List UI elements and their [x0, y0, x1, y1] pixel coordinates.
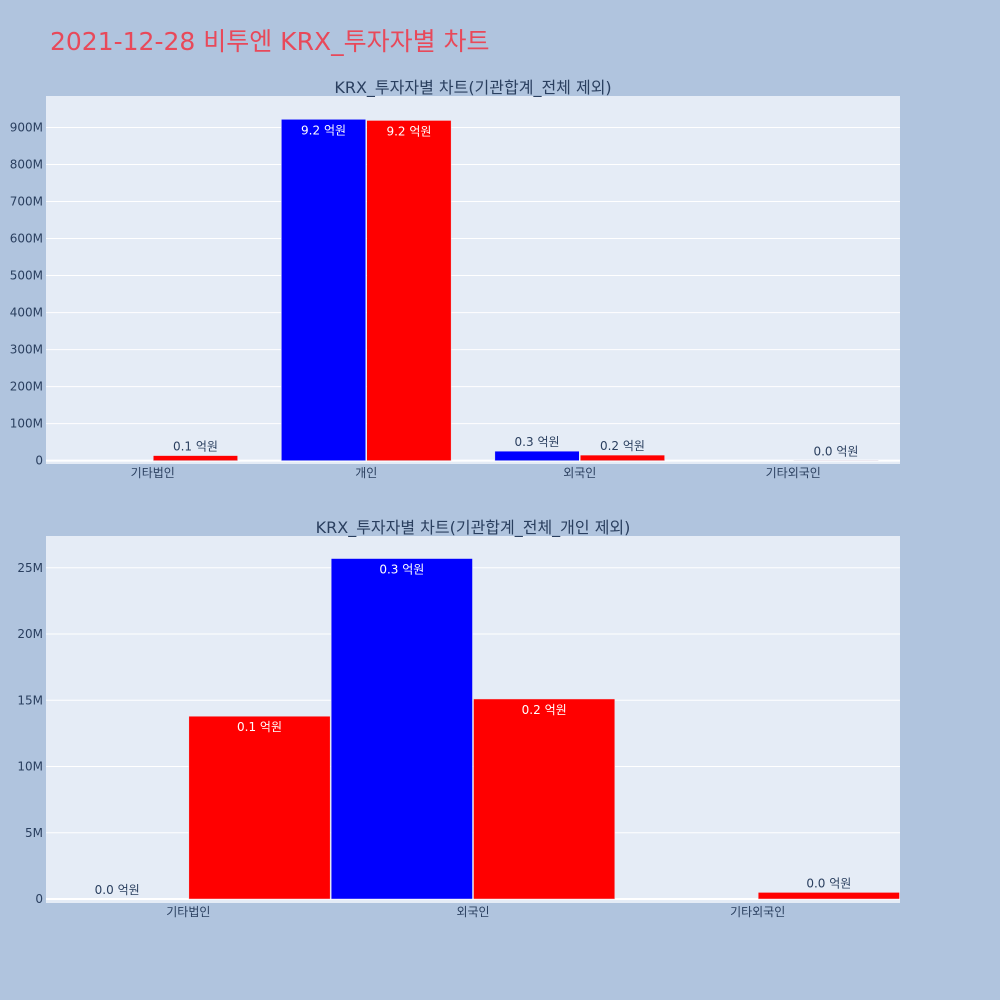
data-label: 0.3 억원: [515, 435, 560, 449]
y-tick-label: 800M: [10, 157, 43, 171]
data-label: 0.0 억원: [95, 883, 140, 897]
plot-area: [46, 536, 900, 903]
data-label: 0.1 억원: [237, 720, 282, 734]
bar: [281, 119, 367, 461]
data-label: 0.3 억원: [379, 563, 424, 577]
data-label: 9.2 억원: [386, 124, 431, 138]
y-tick-label: 500M: [10, 269, 43, 283]
chart-title: KRX_투자자별 차트(기관합계_전체 제외): [334, 78, 611, 98]
data-label: 9.2 억원: [301, 123, 346, 137]
x-tick-label: 개인: [355, 466, 377, 480]
x-tick-label: 외국인: [456, 905, 489, 919]
y-tick-label: 400M: [10, 306, 43, 320]
y-tick-label: 900M: [10, 120, 43, 134]
data-label: 0.0 억원: [806, 876, 851, 890]
page-title: 2021-12-28 비투엔 KRX_투자자별 차트: [50, 27, 490, 56]
data-label: 0.2 억원: [600, 439, 645, 453]
y-tick-label: 700M: [10, 195, 43, 209]
y-tick-label: 600M: [10, 232, 43, 246]
chart-top: 0 100M 200M 300M 400M 500M 600M 700M 800M 900M KRX…: [10, 78, 900, 480]
y-tick-label: 100M: [10, 417, 43, 431]
bar: [580, 454, 665, 461]
bar: [330, 558, 473, 900]
bar: [757, 892, 900, 900]
data-label: 0.1 억원: [173, 440, 218, 454]
y-tick-label: 25M: [17, 561, 43, 575]
x-tick-label: 외국인: [563, 466, 596, 480]
bar: [494, 450, 580, 461]
y-tick-label: 20M: [17, 627, 43, 641]
y-tick-label: 200M: [10, 380, 43, 394]
plot-area: [46, 96, 900, 464]
bar: [473, 698, 616, 900]
chart-bottom: 0 5M 10M 15M 20M 25M KRX_투자자별 차트(기관합계_전체_개인 제외…: [17, 518, 900, 919]
y-tick-label: 5M: [25, 826, 43, 840]
bar: [188, 715, 331, 900]
y-tick-label: 0: [35, 892, 43, 906]
data-label: 0.0 억원: [813, 444, 858, 458]
x-tick-label: 기타외국인: [730, 905, 785, 919]
bar: [366, 120, 452, 461]
data-label: 0.2 억원: [522, 703, 567, 717]
x-tick-label: 기타법인: [131, 466, 175, 480]
bar: [153, 455, 238, 461]
y-tick-label: 10M: [17, 760, 43, 774]
y-tick-label: 15M: [17, 693, 43, 707]
x-tick-label: 기타법인: [166, 905, 210, 919]
y-tick-label: 300M: [10, 343, 43, 357]
x-tick-label: 기타외국인: [766, 466, 821, 480]
chart-title: KRX_투자자별 차트(기관합계_전체_개인 제외): [316, 518, 631, 538]
y-tick-label: 0: [35, 454, 43, 468]
